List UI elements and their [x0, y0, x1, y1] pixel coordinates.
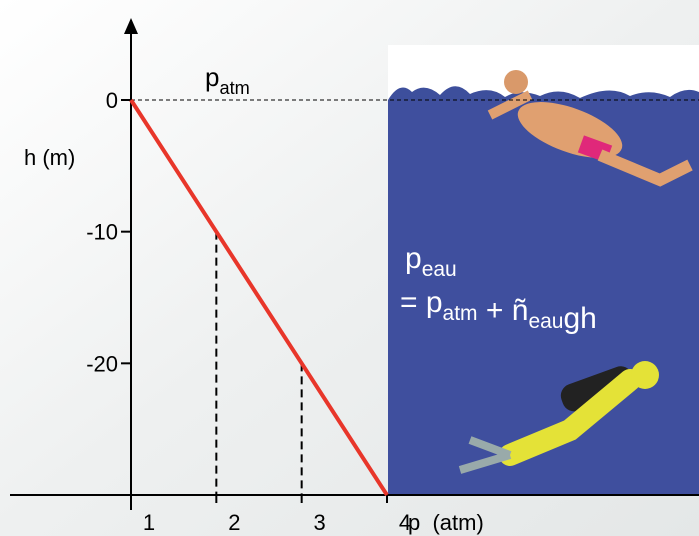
annotation-text: gh: [563, 302, 596, 335]
x-tick-label: 4: [399, 510, 411, 535]
annotation-subscript: atm: [219, 78, 249, 98]
x-tick-label: 1: [143, 510, 155, 535]
x-tick-label: 2: [228, 510, 240, 535]
x-axis-label: p (atm): [408, 510, 484, 535]
x-tick-label: 3: [314, 510, 326, 535]
annotation-subscript: eau: [528, 310, 563, 333]
annotation-subscript: eau: [422, 258, 457, 281]
y-tick-label: -20: [86, 351, 118, 376]
annotation-subscript: atm: [443, 302, 478, 325]
annotation-text: p: [405, 242, 422, 275]
annotation-text: = p: [400, 286, 443, 319]
y-tick-label: 0: [106, 88, 118, 113]
annotation-text: p: [205, 62, 219, 92]
y-tick-label: -10: [86, 220, 118, 245]
y-axis-label: h (m): [24, 145, 75, 170]
chart: h (m) p (atm) patm peau = patm + ñeaugh …: [0, 0, 699, 536]
annotation-text: + ñ: [478, 294, 529, 327]
